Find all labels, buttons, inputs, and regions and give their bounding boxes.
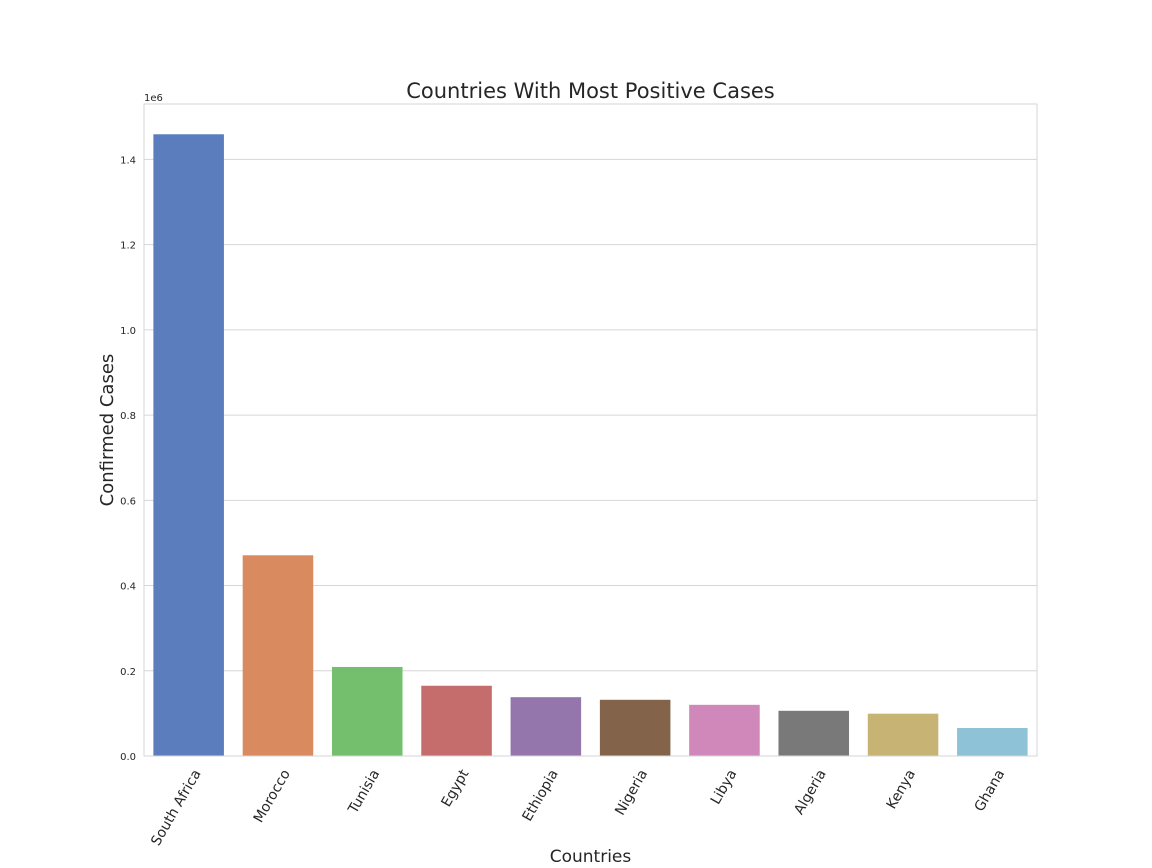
y-tick-label: 1.0 [120,326,136,337]
x-tick-label: Ethiopia [519,767,561,824]
x-axis-label: Countries [550,847,632,864]
x-tick-label: Ghana [972,767,1009,815]
bar [510,697,582,756]
x-tick-label: Libya [708,767,741,807]
y-tick-label: 0.8 [120,411,136,422]
x-tick-label: Egypt [438,766,472,809]
x-tick-label: Kenya [884,767,919,812]
y-tick-label: 0.6 [120,496,136,507]
y-axis-scale-label: 1e6 [144,93,163,104]
bar [331,666,403,756]
y-tick-label: 0.2 [120,667,136,678]
x-tick-label: Tunisia [345,767,383,817]
chart-title: Countries With Most Positive Cases [406,79,775,103]
y-tick-label: 1.4 [120,155,136,166]
y-axis-label: Confirmed Cases [97,354,118,507]
bars [153,134,1028,756]
bar [689,704,760,756]
x-tick-label: South Africa [148,767,204,849]
x-tick-label: Nigeria [612,767,651,818]
bar [957,727,1028,756]
y-tick-label: 0.0 [120,752,136,763]
y-tick-label: 1.2 [120,241,136,252]
bar [867,713,939,756]
x-ticks: South Africa Morocco Tunisia Egypt Ethiopia N… [148,766,1008,848]
bar [153,134,224,756]
bar [421,685,492,756]
x-tick-label: Algeria [791,767,829,818]
y-ticks: 0.0 0.2 0.4 0.6 0.8 1.0 1.2 1.4 [120,155,136,763]
x-tick-label: Morocco [251,767,294,826]
bar [599,699,671,756]
bar [778,710,850,756]
y-tick-label: 0.4 [120,582,136,593]
bar [242,555,314,756]
plot-frame [143,103,1038,757]
